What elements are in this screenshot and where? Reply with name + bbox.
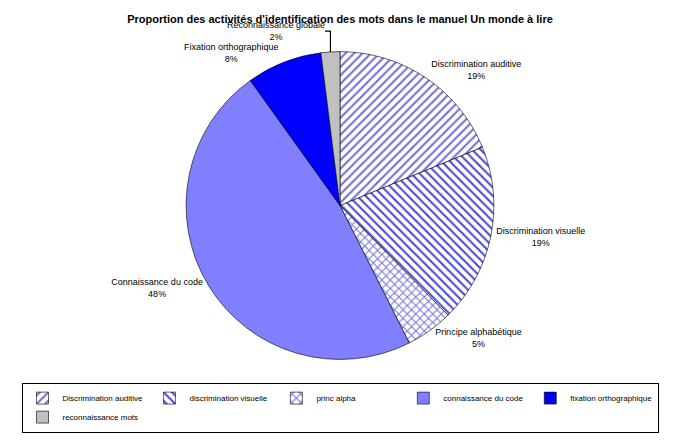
svg-text:Connaissance du code48%: Connaissance du code48% bbox=[111, 277, 203, 299]
svg-text:connaissance du code: connaissance du code bbox=[443, 394, 523, 403]
svg-text:Reconnaissance globale2%: Reconnaissance globale2% bbox=[227, 20, 325, 42]
svg-text:Fixation orthographique8%: Fixation orthographique8% bbox=[184, 42, 279, 64]
svg-text:princ alpha: princ alpha bbox=[316, 394, 356, 403]
svg-text:Discrimination visuelle19%: Discrimination visuelle19% bbox=[496, 226, 585, 248]
svg-text:Proportion des activités d'ide: Proportion des activités d'identificatio… bbox=[127, 13, 553, 25]
svg-text:discrimination visuelle: discrimination visuelle bbox=[189, 394, 267, 403]
svg-text:Discrimination auditive19%: Discrimination auditive19% bbox=[431, 59, 521, 81]
svg-text:Discrimination auditive: Discrimination auditive bbox=[63, 394, 144, 403]
svg-text:Principe alphabétique5%: Principe alphabétique5% bbox=[435, 327, 522, 349]
svg-text:reconnaissance mots: reconnaissance mots bbox=[63, 413, 139, 422]
svg-text:fixation orthographique: fixation orthographique bbox=[570, 394, 652, 403]
